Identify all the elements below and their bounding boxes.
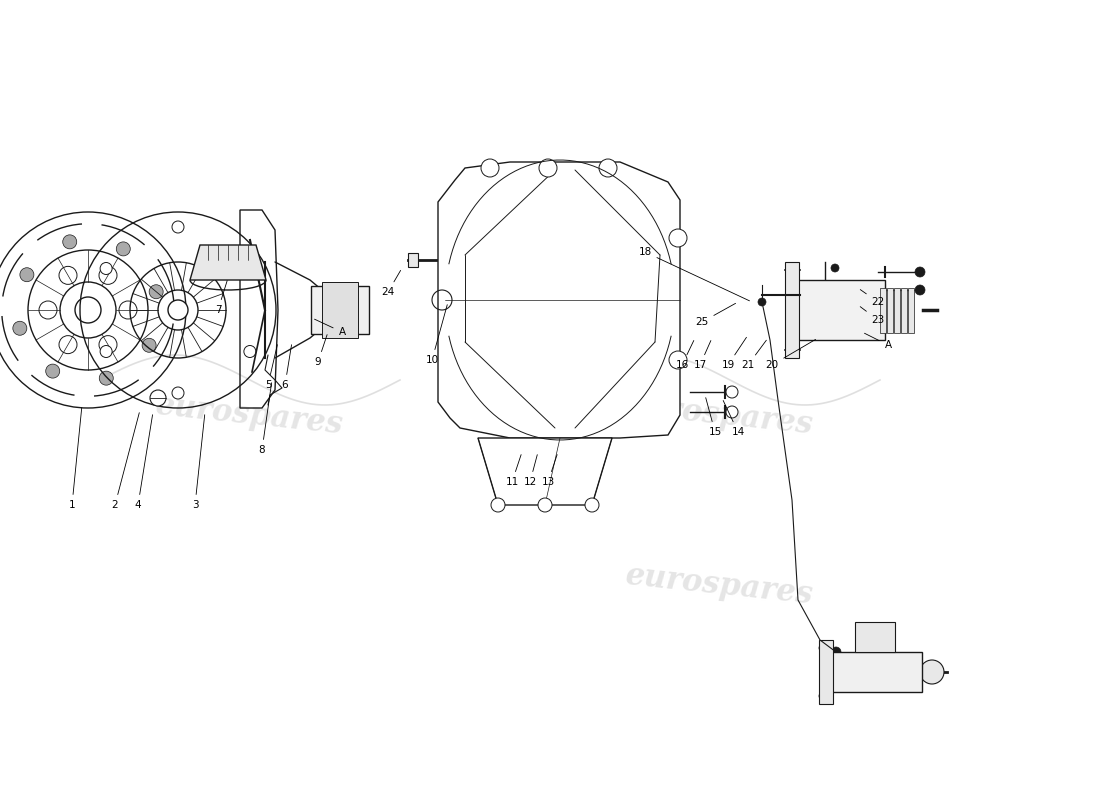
Circle shape [585,498,600,512]
Circle shape [920,660,944,684]
Circle shape [20,268,34,282]
Text: 14: 14 [723,401,745,437]
Bar [827,652,922,692]
Text: A: A [865,334,892,350]
Text: 13: 13 [541,454,557,487]
Text: eurospares: eurospares [154,390,345,440]
Circle shape [915,285,925,295]
Text: eurospares: eurospares [625,390,815,440]
Text: 21: 21 [741,340,767,370]
Circle shape [726,406,738,418]
Bar [322,282,358,338]
Polygon shape [478,438,612,505]
Text: 10: 10 [426,305,448,365]
Text: 4: 4 [134,414,153,510]
Bar [901,287,908,333]
Circle shape [172,221,184,233]
Text: 6: 6 [282,345,292,390]
Text: 2: 2 [112,413,140,510]
Text: 8: 8 [258,382,272,455]
Circle shape [13,322,26,335]
Text: 7: 7 [214,281,228,315]
Circle shape [820,692,827,700]
Text: 24: 24 [382,270,400,297]
Text: 18: 18 [638,247,749,301]
Bar [908,287,914,333]
Bar [820,640,833,704]
Bar [311,286,368,334]
Text: 3: 3 [191,414,205,510]
Text: A: A [315,319,345,337]
Circle shape [481,159,499,177]
Text: 22: 22 [860,290,884,307]
Circle shape [63,235,77,249]
Polygon shape [190,245,266,280]
Circle shape [100,262,112,274]
Bar [785,262,799,358]
Text: 5: 5 [265,345,277,390]
Text: 9: 9 [315,334,327,367]
Circle shape [758,298,766,306]
Text: 25: 25 [695,303,736,327]
Circle shape [830,647,842,657]
Circle shape [726,386,738,398]
Text: 16: 16 [675,341,694,370]
Circle shape [142,338,156,352]
Circle shape [669,351,688,369]
Circle shape [820,644,827,652]
Bar [855,622,895,652]
Circle shape [244,346,256,358]
Bar [880,287,886,333]
Circle shape [75,297,101,323]
Circle shape [99,371,113,385]
Text: 17: 17 [693,341,711,370]
Text: 19: 19 [722,338,747,370]
Circle shape [538,498,552,512]
Circle shape [830,264,839,272]
Circle shape [168,300,188,320]
Circle shape [117,242,130,256]
Bar [408,253,418,267]
Circle shape [244,262,256,274]
Circle shape [539,159,557,177]
Text: 12: 12 [524,454,537,487]
Text: 1: 1 [68,408,81,510]
Circle shape [172,387,184,399]
Circle shape [150,285,163,298]
Circle shape [46,364,59,378]
Polygon shape [438,162,680,438]
Circle shape [915,267,925,277]
Text: 11: 11 [505,454,521,487]
Bar [795,280,886,340]
Text: 23: 23 [860,306,884,325]
Circle shape [600,159,617,177]
Text: 15: 15 [706,398,722,437]
Text: eurospares: eurospares [625,560,815,610]
Bar [894,287,900,333]
Circle shape [669,229,688,247]
Circle shape [491,498,505,512]
Bar [887,287,893,333]
Circle shape [100,346,112,358]
Circle shape [443,288,456,302]
Circle shape [150,390,166,406]
Text: 20: 20 [766,339,815,370]
